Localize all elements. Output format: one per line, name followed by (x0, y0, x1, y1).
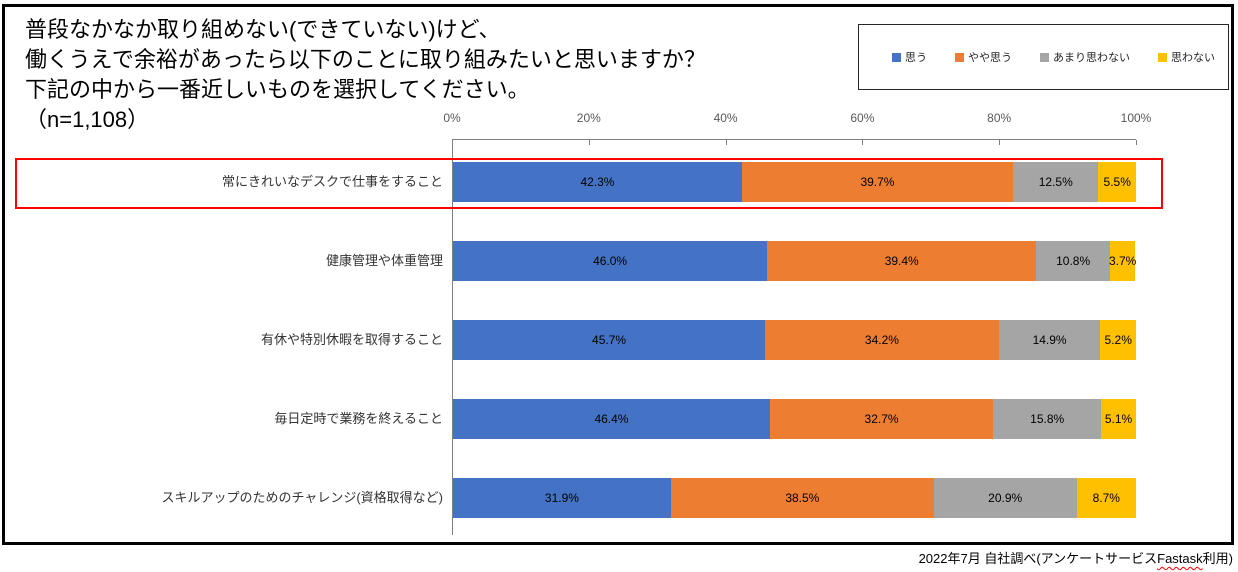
source-note-prefix: 2022年7月 自社調べ(アンケートサービス (918, 551, 1158, 566)
category-label: 毎日定時で業務を終えること (274, 411, 443, 426)
category-label: 有休や特別休暇を取得すること (260, 332, 443, 347)
legend-label: 思わない (1171, 52, 1215, 64)
legend-swatch-blue-icon (892, 52, 901, 62)
axis-tick-label: 100% (1120, 111, 1152, 125)
chart-title: 普段なかなか取り組めない(できていない)けど、 働くうえで余裕があったら以下のこ… (25, 15, 706, 135)
bar-value-label: 45.7% (592, 333, 627, 347)
legend-item-yaya-omou: やや思う (955, 49, 1012, 65)
legend-item-amari-omowanai: あまり思わない (1040, 49, 1130, 65)
bar-value-label: 39.4% (884, 254, 919, 268)
bar-row: 45.7% 34.2% 14.9% 5.2% (453, 320, 1136, 360)
bar-value-label: 34.2% (864, 333, 899, 347)
axis-tick-label: 60% (850, 111, 875, 125)
bar-value-label: 12.5% (1038, 175, 1073, 189)
legend-label: やや思う (968, 52, 1012, 64)
source-note-suffix: 利用) (1202, 551, 1233, 566)
axis-tick-mark (588, 140, 590, 145)
bar-segment: 5.5% (1098, 162, 1136, 202)
category-label: 常にきれいなデスクで仕事をすること (221, 174, 443, 189)
bar-segment: 42.3% (453, 162, 742, 202)
bar-row: 46.0% 39.4% 10.8% 3.7% (453, 241, 1136, 281)
bar-segment: 38.5% (670, 478, 934, 518)
category-label: 健康管理や体重管理 (325, 253, 443, 268)
axis-tick-label: 0% (443, 111, 461, 125)
bar-value-label: 20.9% (988, 491, 1023, 505)
bar-value-label: 46.4% (594, 412, 629, 426)
bar-value-label: 39.7% (860, 175, 895, 189)
bar-segment: 15.8% (993, 399, 1102, 439)
bar-row: 42.3% 39.7% 12.5% 5.5% (453, 162, 1136, 202)
bar-value-label: 31.9% (544, 491, 579, 505)
bar-value-label: 8.7% (1092, 491, 1120, 505)
legend-swatch-gray-icon (1040, 52, 1049, 62)
legend-item-omowanai: 思わない (1158, 49, 1215, 65)
bar-value-label: 32.7% (864, 412, 899, 426)
bar-value-label: 38.5% (785, 491, 820, 505)
bar-value-label: 5.1% (1104, 412, 1133, 426)
source-note-spellchecked-word: Fastask (1157, 551, 1203, 566)
axis-tick-mark (725, 140, 727, 145)
legend-swatch-orange-icon (955, 52, 964, 62)
bar-segment: 20.9% (933, 478, 1077, 518)
source-note: 2022年7月 自社調べ(アンケートサービスFastask利用) (919, 548, 1233, 567)
axis-tick-label: 40% (713, 111, 738, 125)
legend-item-omou: 思う (892, 49, 927, 65)
category-label: スキルアップのためのチャレンジ(資格取得など) (161, 490, 443, 505)
axis-tick-mark (1136, 140, 1137, 145)
bar-row: 31.9% 38.5% 20.9% 8.7% (453, 478, 1136, 518)
bar-segment: 32.7% (769, 399, 994, 439)
bar-segment: 46.0% (453, 241, 768, 281)
bar-segment: 8.7% (1076, 478, 1136, 518)
legend: 思う やや思う あまり思わない 思わない (858, 24, 1229, 90)
category-axis-line (452, 139, 453, 535)
axis-tick-label: 80% (987, 111, 1012, 125)
bar-value-label: 42.3% (580, 175, 615, 189)
bar-segment: 10.8% (1036, 241, 1111, 281)
axis-tick-label: 20% (576, 111, 601, 125)
axis-tick-mark (999, 140, 1001, 145)
bar-row: 46.4% 32.7% 15.8% 5.1% (453, 399, 1136, 439)
title-line-3: 下記の中から一番近しいものを選択してください。 (25, 77, 530, 102)
bar-segment: 34.2% (765, 320, 999, 360)
legend-label: あまり思わない (1053, 52, 1130, 64)
legend-swatch-yellow-icon (1158, 52, 1167, 62)
bar-segment: 3.7% (1108, 241, 1137, 281)
title-line-1: 普段なかなか取り組めない(できていない)けど、 (25, 17, 501, 42)
bar-segment: 12.5% (1013, 162, 1099, 202)
bar-value-label: 5.2% (1104, 333, 1132, 347)
value-axis-line (452, 139, 1136, 140)
bar-segment: 14.9% (998, 320, 1101, 360)
bar-segment: 39.4% (767, 241, 1037, 281)
axis-tick-mark (862, 140, 864, 145)
chart-frame: 普段なかなか取り組めない(できていない)けど、 働くうえで余裕があったら以下のこ… (2, 4, 1234, 545)
bar-segment: 31.9% (453, 478, 671, 518)
legend-label: 思う (905, 52, 927, 64)
bar-value-label: 15.8% (1030, 412, 1065, 426)
title-line-2: 働くうえで余裕があったら以下のことに取り組みたいと思いますか？ (25, 47, 706, 72)
bar-value-label: 10.8% (1056, 254, 1091, 268)
bar-segment: 5.1% (1101, 399, 1136, 439)
bar-segment: 39.7% (741, 162, 1014, 202)
bar-segment: 5.2% (1100, 320, 1136, 360)
bar-segment: 45.7% (453, 320, 766, 360)
bar-value-label: 46.0% (593, 254, 628, 268)
bar-value-label: 3.7% (1108, 254, 1137, 268)
bar-segment: 46.4% (453, 399, 770, 439)
bar-value-label: 5.5% (1103, 175, 1131, 189)
bar-value-label: 14.9% (1032, 333, 1067, 347)
title-line-sample-size: （n=1,108） (25, 107, 150, 132)
